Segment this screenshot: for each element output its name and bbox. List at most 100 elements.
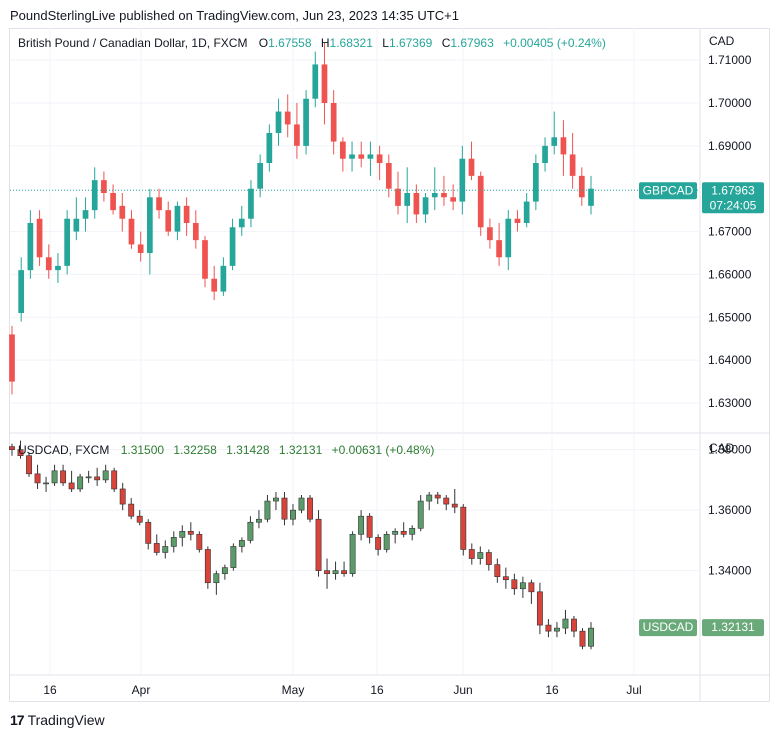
- candle-body: [229, 227, 236, 266]
- candle: [579, 628, 586, 650]
- gbpcad-title: British Pound / Canadian Dollar, 1D, FXC…: [18, 36, 248, 50]
- candle: [434, 491, 441, 505]
- candle: [413, 184, 420, 223]
- symbol-badge: [639, 182, 697, 200]
- candle-body: [18, 270, 25, 313]
- candle: [366, 513, 373, 544]
- candle-body: [192, 223, 199, 241]
- candle-body: [36, 218, 43, 258]
- candle-body: [417, 500, 424, 529]
- candle-body: [94, 476, 101, 481]
- candle-body: [179, 531, 186, 538]
- candle-body: [409, 527, 416, 535]
- candle: [400, 522, 407, 538]
- candle: [213, 570, 220, 595]
- candle-body: [307, 497, 313, 520]
- candle: [450, 184, 456, 211]
- candle-body: [230, 546, 237, 568]
- candle: [294, 103, 300, 159]
- candle-body: [330, 103, 337, 142]
- candle-body: [385, 163, 392, 189]
- candle: [569, 133, 576, 189]
- candle: [468, 543, 475, 565]
- candle: [409, 525, 416, 541]
- candle: [192, 210, 199, 249]
- price-tick-label: 1.69000: [708, 139, 752, 153]
- candle: [281, 491, 288, 526]
- candle: [204, 546, 211, 589]
- candle: [275, 98, 282, 146]
- candle: [45, 244, 52, 279]
- candle-body: [275, 111, 282, 133]
- price-tick-label: 1.38000: [708, 443, 752, 457]
- candle-body: [340, 141, 346, 159]
- candle-body: [349, 534, 356, 574]
- candle: [502, 567, 509, 589]
- candle: [183, 197, 190, 236]
- price-badge: [702, 182, 764, 214]
- candle: [221, 564, 228, 580]
- candle-body: [26, 455, 32, 475]
- candle: [341, 561, 348, 577]
- candle: [196, 531, 203, 553]
- candle: [485, 549, 492, 571]
- candle-body: [82, 210, 89, 219]
- candle: [202, 235, 208, 288]
- candle: [496, 223, 502, 266]
- tradingview-brand: TradingView: [27, 712, 105, 728]
- candle-body: [562, 618, 569, 629]
- candle-body: [341, 570, 348, 574]
- candle-body: [213, 573, 220, 584]
- candle: [51, 464, 58, 486]
- symbol-badge-text: USDCAD: [643, 620, 694, 634]
- candle-body: [494, 564, 501, 577]
- time-tick-label: 16: [370, 683, 384, 697]
- candle: [422, 193, 429, 223]
- candle: [211, 265, 218, 301]
- candle: [315, 510, 322, 577]
- candle: [162, 540, 169, 559]
- candle: [284, 94, 291, 138]
- candle-body: [238, 540, 245, 547]
- time-tick-label: Jul: [626, 683, 641, 697]
- candle: [367, 141, 374, 176]
- time-tick-label: Apr: [132, 683, 151, 697]
- candle: [9, 325, 15, 395]
- candle: [85, 470, 92, 483]
- candle: [487, 218, 493, 249]
- candle: [588, 622, 594, 650]
- price-tick-label: 1.64000: [708, 353, 752, 367]
- candle-body: [137, 244, 144, 253]
- candle-body: [477, 175, 484, 228]
- candle: [110, 184, 116, 215]
- candle-body: [375, 537, 382, 550]
- candle-body: [451, 503, 458, 508]
- candle: [542, 137, 548, 172]
- symbol-badge-text: GBPCAD: [643, 183, 694, 197]
- candle: [119, 193, 126, 232]
- candle-body: [426, 494, 433, 502]
- candle-body: [294, 124, 300, 146]
- candle: [156, 188, 162, 219]
- time-tick-label: Jun: [453, 683, 472, 697]
- candle-body: [119, 205, 126, 219]
- tradingview-footer[interactable]: 17 TradingView: [10, 712, 105, 728]
- candle-body: [211, 278, 218, 292]
- candle: [18, 257, 25, 322]
- candle: [60, 464, 67, 486]
- candle: [395, 171, 401, 215]
- open-value: 1.67558: [268, 36, 312, 50]
- candle: [519, 576, 526, 598]
- candle-body: [111, 470, 118, 490]
- candle: [273, 491, 279, 511]
- candle-body: [312, 64, 319, 99]
- candle-body: [145, 521, 152, 544]
- usdcad-change: +0.00631 (+0.48%): [331, 443, 435, 457]
- candle-body: [162, 546, 169, 553]
- candle: [533, 154, 539, 211]
- candle-body: [502, 576, 509, 581]
- candle: [477, 171, 484, 236]
- candle: [238, 537, 245, 553]
- candle: [307, 495, 313, 523]
